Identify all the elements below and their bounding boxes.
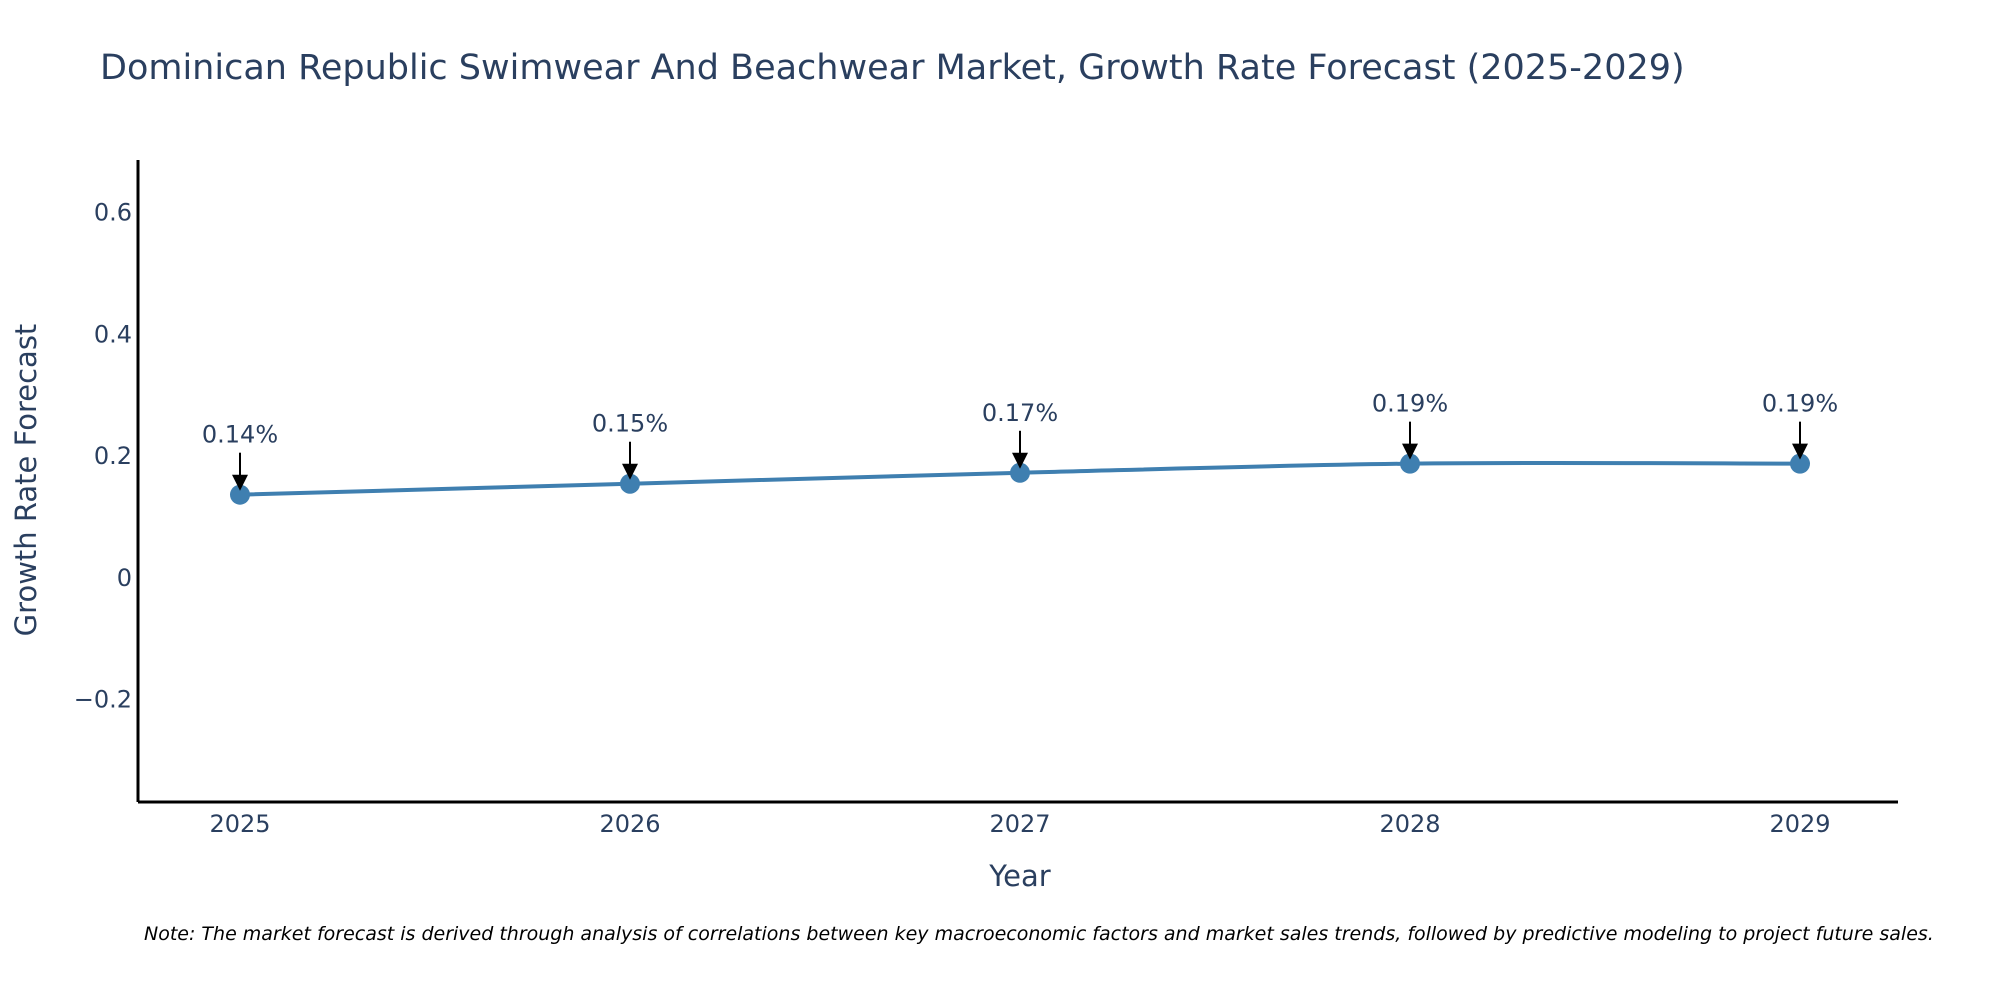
annotation-arrow-head [1012, 452, 1028, 469]
annotation-arrow-head [232, 474, 248, 491]
y-tick-label: 0.2 [94, 442, 132, 470]
data-label: 0.19% [1762, 390, 1838, 418]
data-annotations: 0.14% 0.15% 0.17% 0.19% 0.19% [202, 390, 1838, 491]
y-tick-label: 0.6 [94, 199, 132, 227]
x-tick-label: 2028 [1379, 810, 1440, 838]
chart-title: Dominican Republic Swimwear And Beachwea… [100, 48, 1685, 88]
data-point-marker [620, 473, 640, 494]
x-axis-label: Year [988, 859, 1050, 893]
x-tick-label: 2026 [599, 810, 660, 838]
y-tick-label: −0.2 [74, 686, 132, 714]
data-points [230, 453, 1810, 505]
annotation-arrow-head [622, 463, 638, 480]
chart-note: Note: The market forecast is derived thr… [144, 923, 1934, 945]
annotation-arrow-head [1402, 443, 1418, 460]
x-tick-label: 2025 [209, 810, 270, 838]
data-point-marker [1400, 453, 1420, 474]
y-tick-labels: −0.2 0 0.2 0.4 0.6 [74, 199, 132, 714]
data-point-marker [1790, 453, 1810, 474]
x-tick-label: 2029 [1769, 810, 1830, 838]
data-label: 0.14% [202, 421, 278, 449]
y-tick-label: 0.4 [94, 320, 132, 348]
data-label: 0.17% [982, 399, 1058, 427]
y-tick-label: 0 [117, 564, 132, 592]
y-axis-label: Growth Rate Forecast [9, 324, 43, 637]
axes [136, 160, 1898, 804]
data-point-marker [1010, 462, 1030, 483]
x-tick-labels: 2025 2026 2027 2028 2029 [209, 810, 1830, 838]
x-tick-label: 2027 [989, 810, 1050, 838]
data-point-marker [230, 484, 250, 505]
annotation-arrow-head [1792, 443, 1808, 460]
data-label: 0.19% [1372, 390, 1448, 418]
data-label: 0.15% [592, 410, 668, 438]
